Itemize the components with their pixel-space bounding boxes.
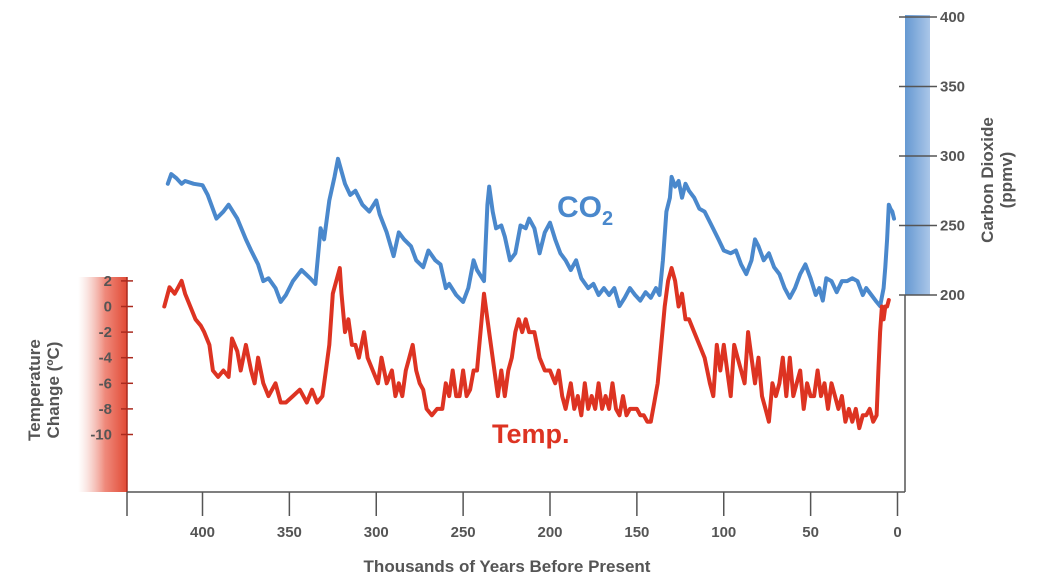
x-tick-label: 200: [537, 524, 562, 541]
temperature-axis-ticks: 2 0 -2 -4 -6 -8 -10: [90, 273, 133, 444]
co2-tick-label: 200: [940, 287, 965, 304]
x-axis-title: Thousands of Years Before Present: [364, 557, 651, 576]
x-tick-label: 0: [893, 524, 901, 541]
temperature-tick-label: -2: [99, 324, 112, 341]
co2-tick-label: 250: [940, 218, 965, 235]
x-tick-label: 150: [624, 524, 649, 541]
co2-axis-title: Carbon Dioxide(ppmv): [978, 117, 1016, 243]
co2-axis-band: [905, 15, 930, 295]
temperature-tick-label: -4: [99, 350, 113, 367]
co2-series-label: CO2: [557, 191, 613, 230]
co2-tick-label: 300: [940, 148, 965, 165]
x-tick-label: 250: [451, 524, 476, 541]
x-tick-label: 400: [190, 524, 215, 541]
x-axis-ticks: 400 350 300 250 200 150 100 50 0: [126, 492, 902, 541]
temperature-tick-label: 0: [104, 299, 112, 316]
x-tick-label: 50: [802, 524, 819, 541]
temperature-tick-label: -8: [99, 401, 112, 418]
co2-tick-label: 350: [940, 79, 965, 96]
temperature-tick-label: -10: [90, 427, 112, 444]
co2-axis-ticks: 400 350 300 250 200: [899, 9, 965, 304]
x-tick-label: 100: [711, 524, 736, 541]
temperature-series-line: [162, 266, 891, 431]
temperature-axis-band: [78, 277, 127, 492]
temperature-tick-label: 2: [104, 273, 112, 290]
temperature-series-label: Temp.: [492, 419, 570, 449]
temperature-axis-title: TemperatureChange (ºC): [25, 339, 63, 441]
x-tick-label: 300: [364, 524, 389, 541]
co2-tick-label: 400: [940, 9, 965, 26]
temperature-tick-label: -6: [99, 375, 112, 392]
co2-series-line: [165, 156, 896, 309]
x-tick-label: 350: [277, 524, 302, 541]
